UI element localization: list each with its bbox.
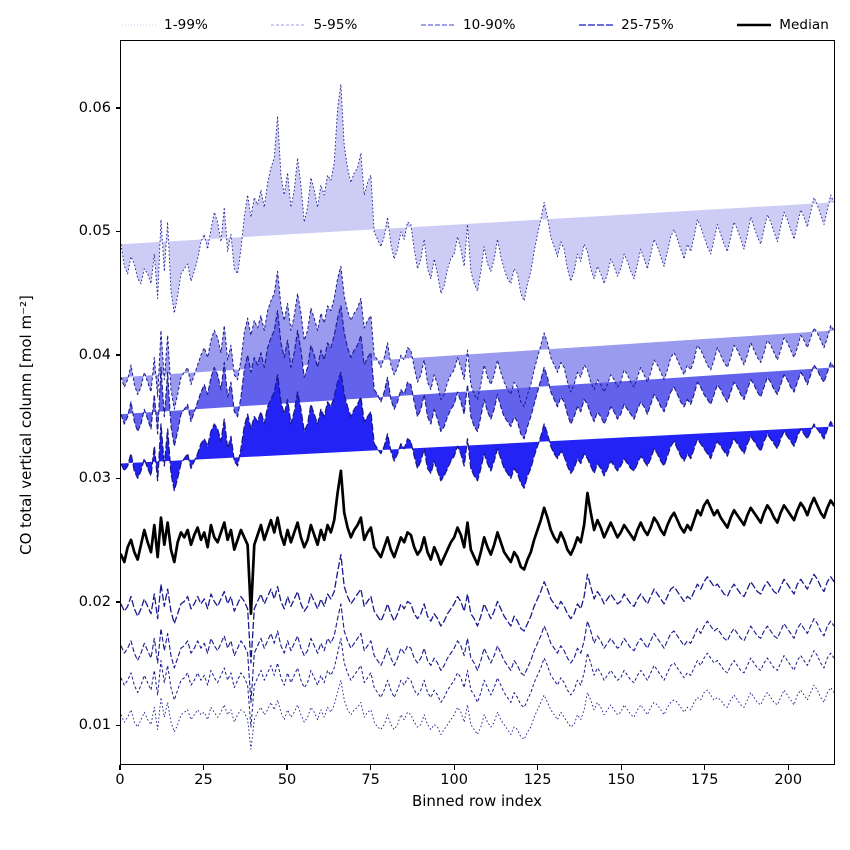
x-tick-label: 0 bbox=[115, 772, 125, 788]
median-line bbox=[121, 469, 834, 616]
band-10-90-edge-p10 bbox=[121, 603, 834, 703]
legend-item-5-95[interactable]: 5-95% bbox=[270, 17, 357, 33]
x-tick-mark bbox=[453, 765, 455, 770]
x-tick-mark bbox=[286, 765, 288, 770]
x-tick-label: 100 bbox=[440, 772, 468, 788]
legend-label: Median bbox=[779, 17, 829, 33]
x-tick-mark bbox=[537, 765, 539, 770]
y-tick-mark bbox=[115, 354, 120, 356]
x-tick-mark bbox=[704, 765, 706, 770]
legend-label: 5-95% bbox=[313, 17, 358, 33]
x-tick-mark bbox=[787, 765, 789, 770]
x-tick-label: 125 bbox=[523, 772, 552, 788]
legend-item-median[interactable]: Median bbox=[736, 17, 829, 33]
band-5-95-edge-p95 bbox=[121, 265, 834, 410]
y-tick-label: 0.04 bbox=[78, 346, 111, 363]
y-axis-label: CO total vertical column [mol m⁻²] bbox=[17, 295, 35, 555]
x-tick-label: 175 bbox=[690, 772, 719, 788]
y-tick-label: 0.01 bbox=[78, 717, 111, 734]
y-axis-label-holder: CO total vertical column [mol m⁻²] bbox=[14, 0, 38, 850]
y-tick-label: 0.06 bbox=[78, 99, 111, 116]
x-tick-mark bbox=[620, 765, 622, 770]
band-1-99-fill bbox=[121, 84, 834, 314]
y-tick-mark bbox=[115, 230, 120, 233]
band-1-99-edge-p99 bbox=[121, 83, 834, 314]
y-tick-label: 0.02 bbox=[78, 593, 111, 610]
y-tick-label: 0.03 bbox=[78, 470, 111, 487]
x-axis-label: Binned row index bbox=[411, 792, 543, 810]
legend-label: 1-99% bbox=[164, 17, 208, 33]
y-tick-mark bbox=[115, 107, 120, 109]
chart-legend: 1-99% 5-95% 10-90% 25-75% Median bbox=[113, 12, 837, 38]
x-tick-mark bbox=[369, 765, 372, 770]
band-25-75-edge-p25 bbox=[121, 553, 834, 664]
y-tick-mark bbox=[115, 724, 120, 727]
y-tick-label: 0.05 bbox=[78, 223, 111, 240]
legend-label: 25-75% bbox=[621, 17, 674, 33]
legend-item-1-99[interactable]: 1-99% bbox=[121, 17, 208, 33]
x-tick-label: 25 bbox=[194, 772, 213, 788]
y-tick-mark bbox=[115, 601, 120, 603]
x-tick-mark bbox=[202, 765, 205, 770]
x-tick-label: 50 bbox=[277, 772, 297, 788]
legend-label: 10-90% bbox=[462, 17, 516, 33]
band-10-90-edge-p90 bbox=[121, 305, 834, 447]
plot-area bbox=[120, 40, 835, 765]
y-tick-mark bbox=[115, 477, 120, 480]
legend-item-25-75[interactable]: 25-75% bbox=[578, 17, 674, 33]
band-25-75-edge-p75 bbox=[121, 371, 834, 492]
x-tick-label: 75 bbox=[361, 772, 380, 788]
band-5-95-fill bbox=[121, 266, 834, 410]
chart-canvas bbox=[121, 83, 834, 750]
x-tick-mark bbox=[119, 765, 121, 770]
legend-item-10-90[interactable]: 10-90% bbox=[420, 17, 516, 33]
x-tick-label: 150 bbox=[607, 772, 635, 788]
x-tick-label: 200 bbox=[774, 772, 803, 788]
